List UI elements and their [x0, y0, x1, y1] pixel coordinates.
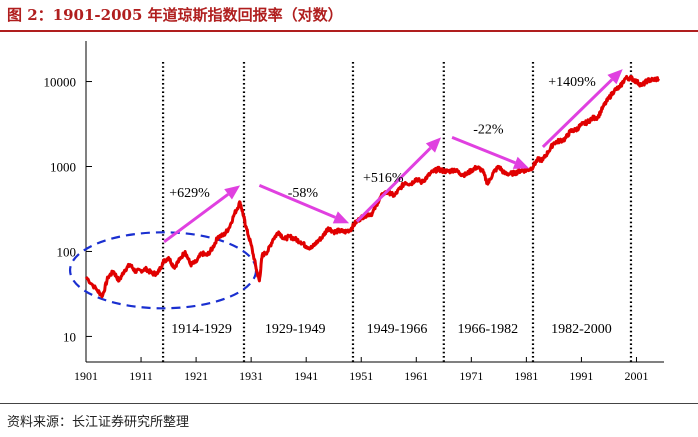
y-tick-label: 100 [57, 244, 77, 259]
x-tick-label: 1911 [129, 369, 153, 383]
return-arrow [451, 136, 516, 165]
footer-divider [0, 403, 698, 404]
x-tick-label: 1931 [239, 369, 263, 383]
return-arrowhead [607, 69, 623, 85]
return-label: +516% [363, 171, 404, 186]
era-label: 1929-1949 [265, 322, 326, 337]
return-label: -58% [288, 186, 319, 201]
return-label: -22% [473, 123, 504, 138]
y-tick-label: 10000 [44, 75, 77, 90]
return-arrow [163, 193, 229, 243]
return-arrowhead [425, 137, 442, 153]
era-label: 1982-2000 [551, 322, 612, 337]
return-arrowhead [512, 156, 530, 169]
return-arrowhead [332, 211, 350, 224]
x-tick-label: 1951 [349, 369, 373, 383]
return-label: +1409% [548, 75, 596, 90]
era-label: 1914-1929 [171, 322, 232, 337]
title-divider [0, 30, 698, 32]
x-tick-label: 1961 [404, 369, 428, 383]
x-tick-label: 2001 [624, 369, 648, 383]
return-arrow [258, 183, 336, 219]
y-tick-label: 1000 [50, 159, 76, 174]
x-tick-label: 1901 [74, 369, 98, 383]
source-note: 资料来源：长江证券研究所整理 [7, 415, 190, 430]
x-tick-label: 1971 [459, 369, 483, 383]
era-label: 1966-1982 [458, 322, 519, 337]
x-tick-label: 1991 [569, 369, 593, 383]
chart-title: 图 2：1901-2005 年道琼斯指数回报率（对数） [7, 6, 343, 24]
y-tick-label: 10 [63, 329, 76, 344]
x-tick-label: 1981 [514, 369, 538, 383]
x-tick-label: 1941 [294, 369, 318, 383]
return-arrow [541, 78, 614, 148]
return-arrow [355, 146, 432, 223]
return-label: +629% [169, 186, 210, 201]
dow-jones-series-line [84, 74, 660, 299]
return-arrowhead [224, 185, 241, 200]
era-label: 1949-1966 [367, 322, 428, 337]
x-tick-label: 1921 [184, 369, 208, 383]
